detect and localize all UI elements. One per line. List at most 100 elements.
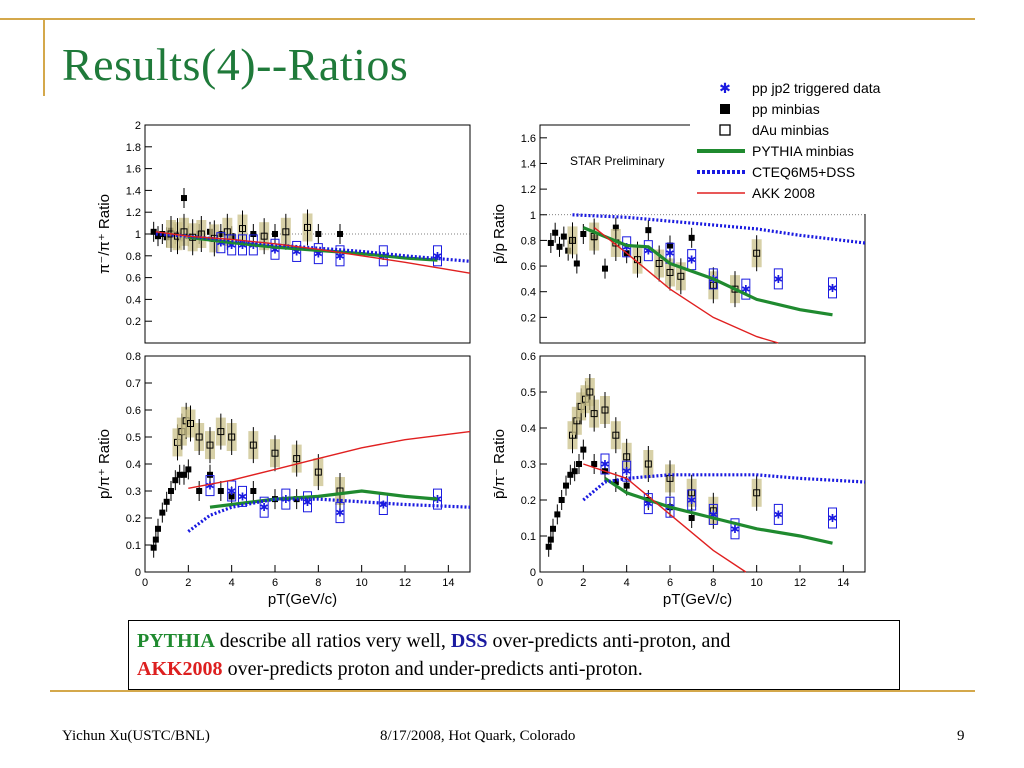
pp-minbias-point — [207, 471, 213, 478]
x-tick-label: 2 — [580, 577, 586, 589]
y-tick-label: 0.2 — [521, 312, 536, 324]
y-tick-label: 0.8 — [126, 251, 141, 263]
callout-text-3: over-predicts proton and under-predicts … — [222, 658, 643, 680]
y-tick-label: 1.2 — [126, 207, 141, 219]
jp2-triggered-point: ✱ — [335, 507, 344, 520]
x-tick-label: 10 — [751, 577, 763, 589]
x-tick-label: 0 — [142, 577, 148, 589]
y-tick-label: 0 — [530, 567, 536, 579]
pp-minbias-point — [567, 471, 574, 478]
panel-bottom-right: 0 0.1 0.2 0.3 0.4 0.5 0.6 0 2 4 6 8 10 12 14 p̄/π⁻ Rati… — [491, 351, 866, 608]
jp2-triggered-point: ✱ — [433, 250, 442, 263]
y-tick-label: 0.2 — [126, 316, 141, 328]
y-tick-label: 0.1 — [521, 531, 536, 543]
legend-label: AKK 2008 — [752, 185, 815, 201]
y-tick-label: 0.3 — [126, 486, 141, 498]
pp-minbias-point — [573, 260, 580, 267]
pp-minbias-point — [560, 233, 567, 240]
legend: ✱ pp jp2 triggered data pp minbias dAu minb… — [690, 74, 922, 214]
jp2-triggered-point: ✱ — [622, 465, 631, 478]
dau-minbias-point — [586, 388, 594, 396]
y-tick-label: 1.4 — [126, 185, 141, 197]
y-axis-label: p̄/p Ratio — [491, 204, 508, 264]
jp2-triggered-point: ✱ — [622, 241, 631, 254]
jp2-syst-box — [292, 240, 302, 262]
jp2-syst-box — [828, 277, 837, 299]
jp2-triggered-point: ✱ — [709, 508, 718, 521]
y-tick-label: 0.1 — [126, 540, 141, 552]
dau-minbias-point — [569, 236, 576, 244]
pythia-keyword: PYTHIA — [137, 630, 215, 652]
pp-minbias-point — [571, 468, 578, 475]
y-tick-label: 0.4 — [126, 294, 141, 306]
y-tick-label: 0.4 — [521, 287, 536, 299]
dau-minbias-point — [753, 249, 761, 257]
dau-minbias-point — [655, 259, 663, 267]
curve-pythia-minbias — [582, 226, 833, 317]
jp2-syst-box — [741, 278, 751, 300]
x-tick-label: 8 — [315, 577, 321, 589]
jp2-triggered-point: ✱ — [644, 245, 653, 258]
pp-minbias-point — [250, 488, 257, 494]
pp-minbias-point — [150, 228, 157, 235]
pp-minbias-point — [623, 482, 630, 489]
jp2-syst-box — [227, 480, 237, 502]
y-tick-label: 0.6 — [521, 261, 536, 273]
pp-minbias-point — [159, 509, 166, 516]
jp2-triggered-point: ✱ — [292, 245, 301, 258]
pp-minbias-point — [688, 234, 695, 241]
pp-minbias-point — [576, 461, 582, 467]
pp-minbias-point — [645, 227, 652, 234]
y-tick-label: 1.6 — [521, 133, 536, 145]
dau-minbias-point — [293, 455, 301, 463]
jp2-syst-box — [708, 503, 718, 525]
x-axis-label: pT(GeV/c) — [268, 591, 337, 608]
jp2-triggered-point: ✱ — [238, 490, 247, 503]
jp2-syst-box — [643, 493, 653, 515]
x-tick-label: 6 — [272, 577, 278, 589]
jp2-triggered-point: ✱ — [205, 480, 214, 493]
footer-page-number: 9 — [957, 728, 965, 744]
x-tick-label: 14 — [837, 577, 849, 589]
jp2-triggered-point: ✱ — [260, 501, 269, 514]
curve-akk-2008 — [155, 231, 471, 274]
jp2-syst-box — [227, 234, 237, 256]
dau-minbias-point — [239, 225, 246, 233]
pp-minbias-point — [337, 231, 343, 237]
y-axis-label: p̄/π⁻ Ratio — [491, 429, 508, 499]
y-tick-label: 0.2 — [521, 495, 536, 507]
pp-minbias-point — [558, 497, 565, 503]
pp-minbias-point — [172, 477, 179, 484]
jp2-syst-box — [730, 518, 740, 540]
jp2-triggered-point: ✱ — [665, 247, 674, 260]
y-tick-label: 0.5 — [126, 432, 141, 444]
x-tick-label: 14 — [442, 577, 454, 589]
dau-minbias-point — [623, 453, 631, 461]
jp2-syst-box — [687, 489, 697, 511]
y-tick-label: 0.6 — [126, 405, 141, 417]
jp2-syst-box — [335, 245, 345, 267]
jp2-syst-box — [433, 245, 442, 267]
pp-minbias-point — [181, 471, 187, 478]
x-tick-label: 4 — [624, 577, 630, 589]
plot-frame — [144, 355, 471, 573]
pp-minbias-point — [688, 515, 695, 521]
jp2-syst-box — [259, 496, 269, 518]
pp-minbias-point — [602, 265, 608, 272]
y-tick-label: 0.3 — [521, 459, 536, 471]
y-tick-label: 1 — [530, 210, 536, 222]
pp-minbias-point — [550, 525, 556, 532]
curve-cteq6m5-dss — [572, 213, 866, 245]
legend-label: dAu minbias — [752, 122, 829, 138]
dau-minbias-point — [709, 507, 717, 515]
pp-minbias-point — [217, 231, 224, 237]
pp-minbias-point — [547, 239, 554, 246]
bottom-rule — [50, 690, 975, 692]
dau-minbias-point — [666, 268, 674, 276]
y-tick-label: 0.8 — [521, 235, 536, 247]
callout-text-1: describe all ratios very well, — [214, 630, 451, 652]
legend-open-square-marker — [719, 124, 731, 136]
jp2-triggered-point: ✱ — [314, 248, 323, 261]
curve-cteq6m5-dss — [582, 473, 866, 502]
curve-akk-2008 — [188, 430, 471, 489]
